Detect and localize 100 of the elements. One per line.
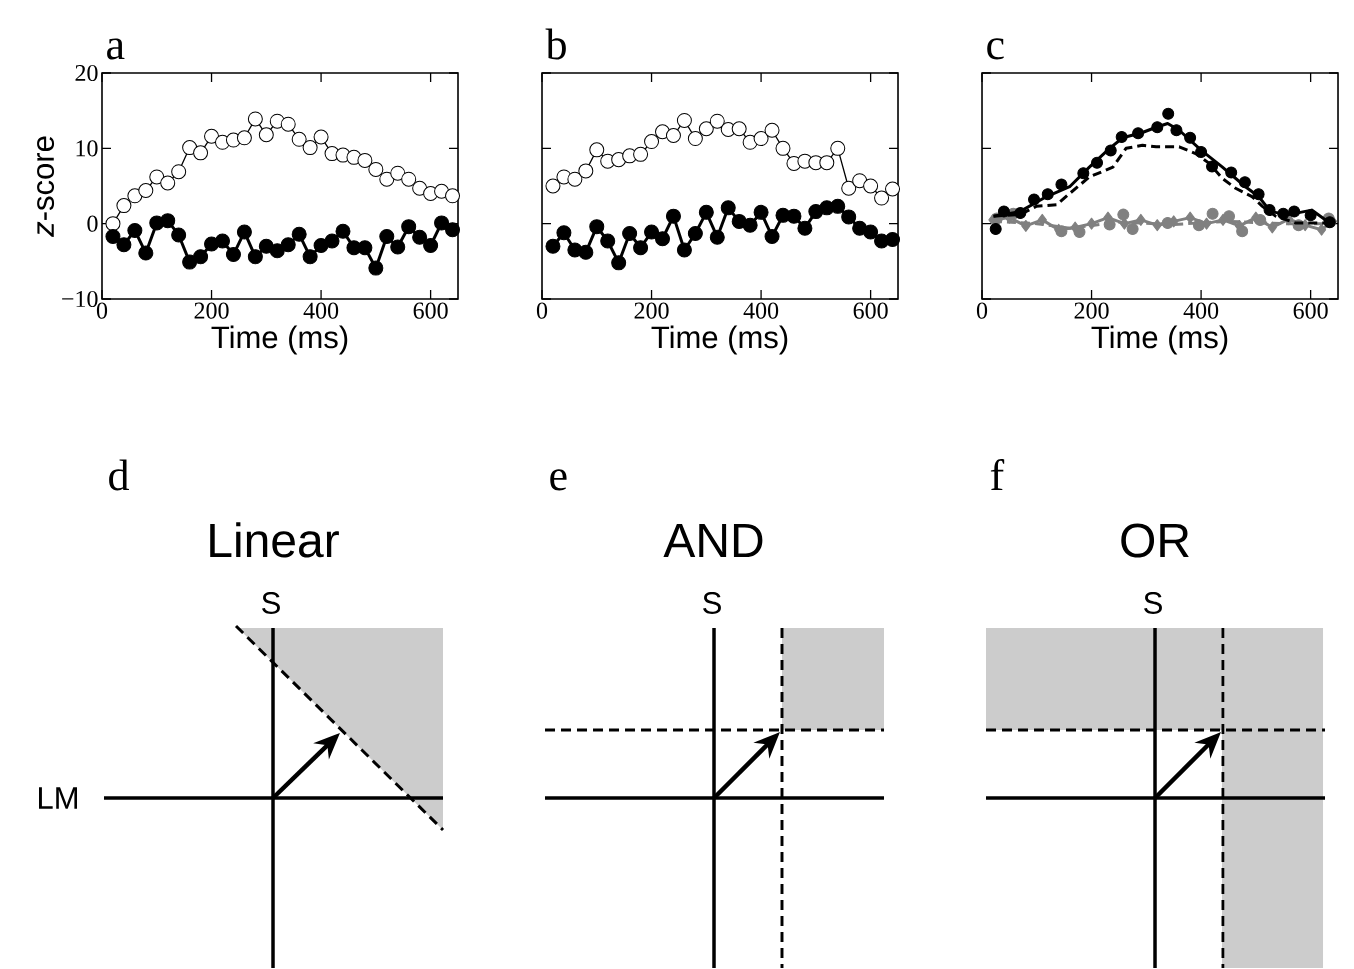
point	[997, 205, 1010, 218]
text: e	[550, 469, 567, 491]
point	[423, 238, 439, 254]
point	[556, 225, 572, 241]
point	[797, 220, 813, 236]
point	[368, 161, 384, 177]
point	[698, 204, 714, 220]
point	[885, 181, 901, 197]
point	[1055, 225, 1068, 238]
point	[116, 198, 132, 214]
y-tick-label: 0	[87, 215, 98, 232]
point	[324, 233, 340, 249]
text: LM	[39, 787, 77, 809]
point	[720, 200, 736, 216]
point	[291, 226, 307, 242]
point	[269, 243, 285, 259]
point	[149, 169, 165, 185]
point	[1195, 146, 1208, 159]
x-tick-label: 400	[743, 302, 779, 319]
point	[863, 224, 879, 240]
x-tick-label: 0	[536, 302, 548, 319]
point	[313, 238, 329, 254]
text: S	[262, 592, 280, 614]
point	[841, 180, 857, 196]
point	[644, 134, 660, 150]
point	[1288, 205, 1301, 218]
point	[589, 219, 605, 235]
point	[1055, 178, 1068, 191]
point	[412, 180, 428, 196]
point	[1136, 213, 1146, 226]
point	[578, 163, 594, 179]
x-axis-title: Time (ms)	[1091, 325, 1228, 355]
y-tick-label: 10	[76, 140, 98, 157]
point	[214, 233, 230, 249]
point	[709, 113, 725, 129]
point	[863, 178, 879, 194]
point	[357, 240, 373, 256]
point	[611, 255, 627, 271]
point	[401, 219, 417, 235]
point	[841, 209, 857, 225]
point	[1041, 188, 1054, 201]
point	[171, 227, 187, 243]
point	[225, 247, 241, 263]
point	[390, 165, 406, 181]
point	[445, 222, 461, 238]
point	[731, 213, 747, 229]
point	[1225, 166, 1238, 179]
x-axis-title: Time (ms)	[211, 325, 348, 355]
point	[302, 249, 318, 265]
point	[127, 188, 143, 204]
point	[313, 129, 329, 145]
point	[160, 213, 176, 229]
point	[138, 183, 154, 199]
point	[412, 229, 428, 245]
point	[1267, 221, 1277, 234]
point	[819, 155, 835, 171]
point	[698, 121, 714, 137]
point	[545, 178, 561, 194]
point	[401, 171, 417, 187]
point	[1014, 207, 1027, 220]
point	[390, 239, 406, 255]
text: OR	[1121, 523, 1189, 558]
point	[687, 131, 703, 147]
point	[742, 217, 758, 233]
point	[1077, 167, 1090, 180]
x-tick-label: 200	[194, 302, 229, 319]
point	[644, 224, 660, 240]
point	[1252, 188, 1265, 201]
text: d	[109, 459, 129, 491]
chart-title: c	[987, 38, 1004, 60]
point	[633, 146, 649, 162]
point	[357, 152, 373, 168]
text: S	[703, 592, 721, 614]
point	[258, 127, 274, 143]
point	[1152, 219, 1162, 232]
text: Linear	[210, 522, 339, 558]
point	[1277, 207, 1290, 220]
point	[247, 249, 263, 265]
point	[545, 238, 561, 254]
text: S	[1144, 592, 1162, 614]
point	[127, 222, 143, 238]
point	[665, 128, 681, 144]
point	[335, 223, 351, 239]
x-tick-label: 200	[1074, 302, 1109, 319]
point	[1304, 209, 1317, 222]
point	[676, 242, 692, 258]
point	[885, 231, 901, 247]
point	[1115, 131, 1128, 144]
point	[665, 208, 681, 224]
point	[600, 233, 616, 249]
point	[830, 140, 846, 156]
x-tick-label: 400	[1183, 302, 1219, 319]
point	[138, 245, 154, 261]
point	[1151, 121, 1164, 134]
point	[731, 121, 747, 137]
point	[236, 224, 252, 240]
point	[676, 112, 692, 128]
point	[1206, 160, 1219, 173]
point	[1037, 213, 1047, 226]
point	[105, 228, 121, 244]
